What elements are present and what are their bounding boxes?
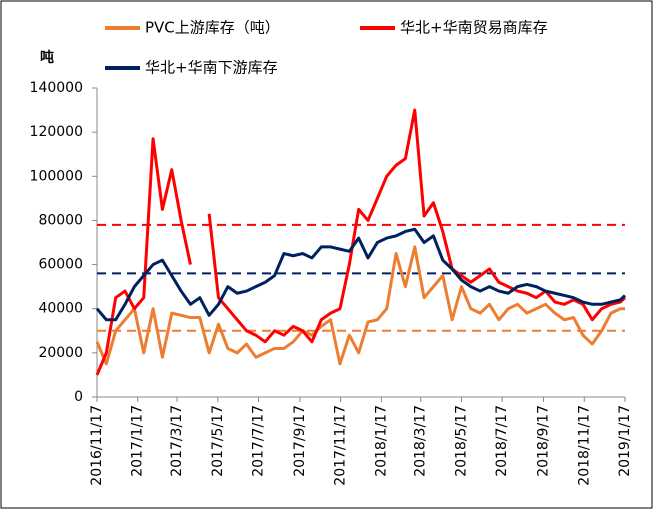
x-tick-label: 2018/5/17: [453, 405, 469, 477]
line-series: [95, 227, 627, 322]
y-tick-label: 20000: [38, 345, 83, 361]
y-tick-label: 140000: [30, 80, 83, 96]
legend-label: 华北+华南贸易商库存: [400, 19, 548, 37]
x-tick-label: 2018/11/17: [576, 405, 592, 486]
y-tick-label: 60000: [38, 257, 83, 273]
x-tick-label: 2018/1/17: [373, 405, 389, 477]
x-tick-label: 2017/11/17: [333, 405, 349, 486]
line-series: [95, 245, 625, 366]
y-tick-label: 120000: [30, 124, 83, 140]
x-tick-label: 2018/3/17: [413, 405, 429, 477]
x-tick-label: 2016/11/17: [89, 405, 105, 486]
x-tick-label: 2017/3/17: [169, 405, 185, 477]
y-tick-label: 40000: [38, 301, 83, 317]
x-tick-label: 2018/7/17: [494, 405, 510, 477]
x-tick-label: 2017/7/17: [251, 405, 267, 477]
y-axis-label: 吨: [40, 49, 54, 66]
line-series: [95, 108, 627, 376]
x-tick-label: 2017/1/17: [130, 405, 146, 477]
x-tick-label: 2017/5/17: [210, 405, 226, 477]
legend-label: PVC上游库存（吨）: [145, 19, 280, 37]
y-tick-label: 0: [74, 389, 83, 405]
y-tick-label: 100000: [30, 168, 83, 184]
x-tick-label: 2018/9/17: [536, 405, 552, 477]
x-tick-label: 2019/1/17: [617, 405, 633, 477]
chart-border: [0, 0, 653, 509]
x-tick-label: 2017/9/17: [292, 405, 308, 477]
y-tick-label: 80000: [38, 212, 83, 228]
legend-label: 华北+华南下游库存: [145, 59, 278, 77]
